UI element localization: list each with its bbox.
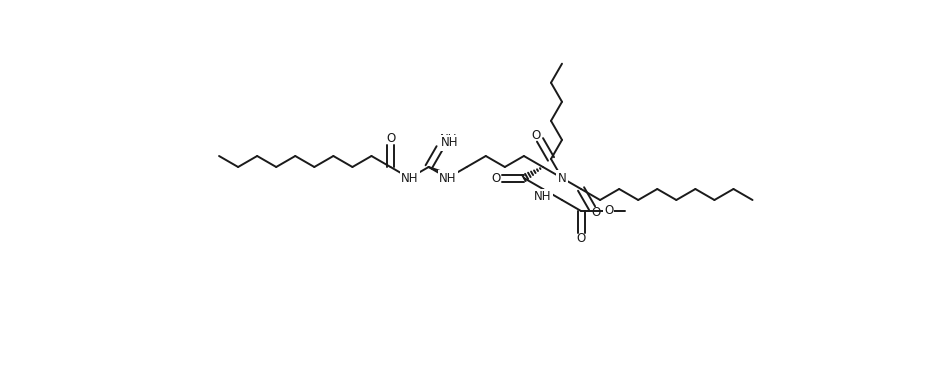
Text: NH: NH (440, 133, 457, 146)
Text: O: O (531, 129, 541, 142)
Text: O: O (592, 206, 601, 219)
Text: NH: NH (401, 171, 418, 185)
Text: N: N (558, 171, 566, 185)
Text: NH: NH (534, 190, 552, 203)
Text: O: O (604, 205, 613, 218)
Text: O: O (492, 171, 500, 185)
Text: NH: NH (439, 171, 457, 185)
Text: O: O (577, 232, 586, 246)
Text: NH: NH (441, 137, 458, 150)
Text: O: O (386, 132, 395, 145)
